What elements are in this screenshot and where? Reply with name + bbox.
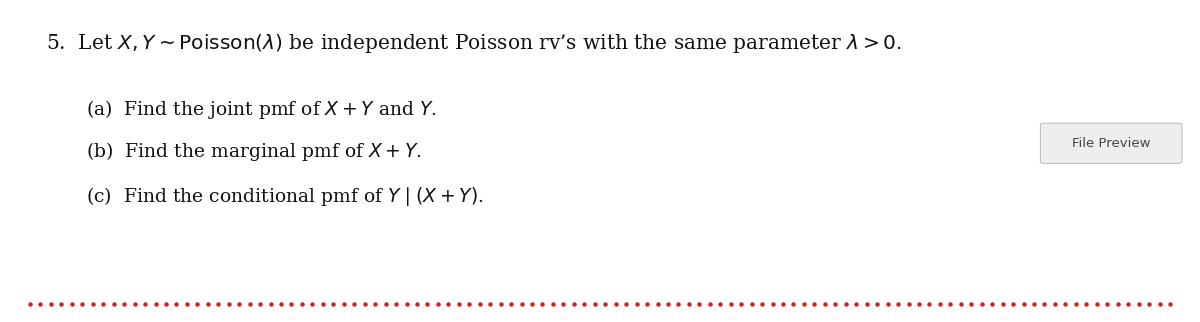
Text: File Preview: File Preview — [1072, 137, 1151, 150]
Text: (c)  Find the conditional pmf of $Y \mid (X + Y)$.: (c) Find the conditional pmf of $Y \mid … — [86, 185, 484, 208]
Text: (a)  Find the joint pmf of $X + Y$ and $Y$.: (a) Find the joint pmf of $X + Y$ and $Y… — [86, 98, 438, 121]
Text: (b)  Find the marginal pmf of $X + Y$.: (b) Find the marginal pmf of $X + Y$. — [86, 140, 422, 163]
Text: 5.  Let $X, Y \sim \mathrm{Poisson}(\lambda)$ be independent Poisson rv’s with t: 5. Let $X, Y \sim \mathrm{Poisson}(\lamb… — [46, 32, 901, 55]
FancyBboxPatch shape — [1040, 123, 1182, 164]
